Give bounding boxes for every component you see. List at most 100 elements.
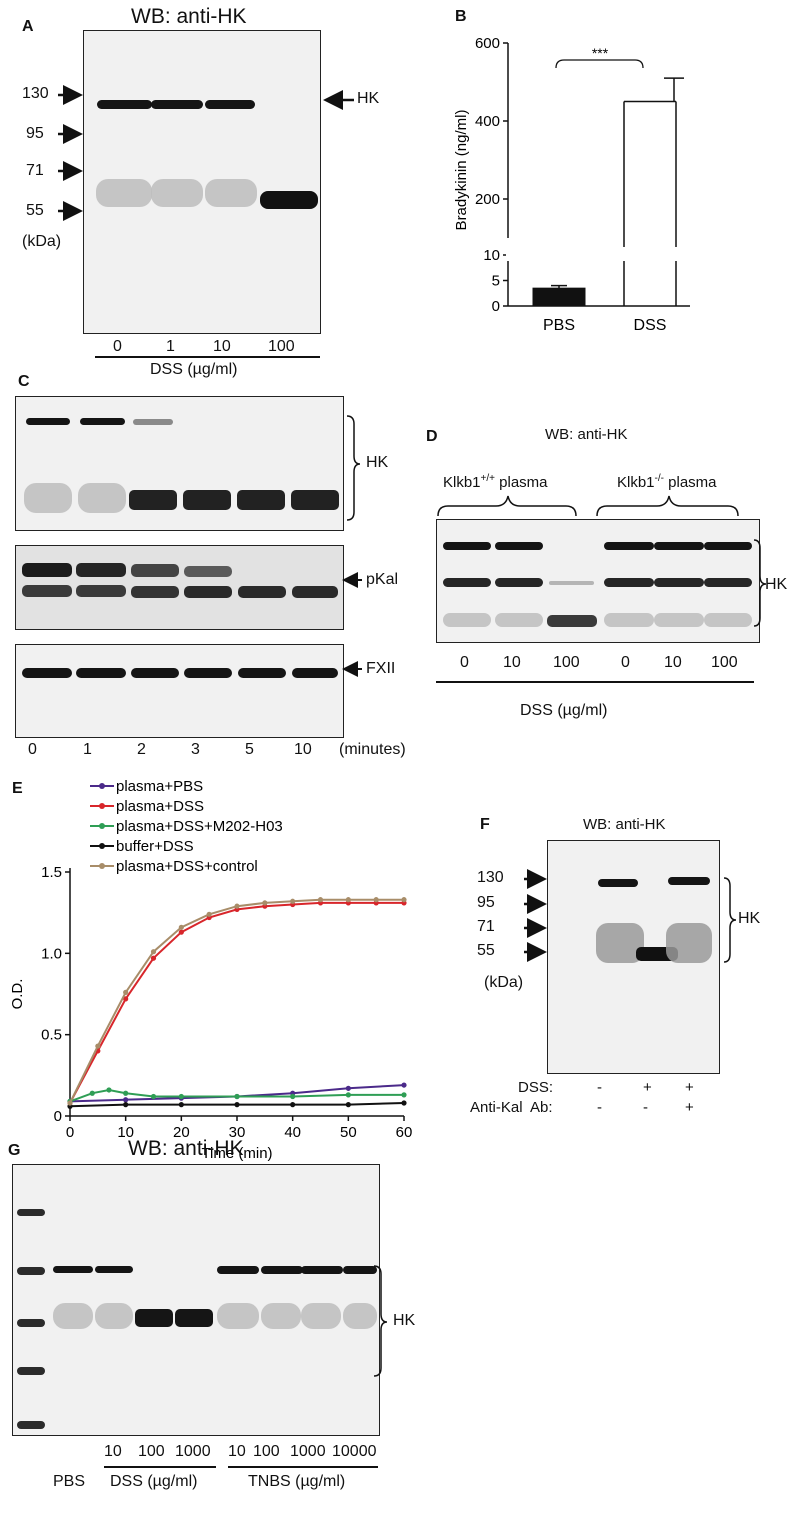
klkb1-wt-label: Klkb1+/+ plasma <box>443 473 548 491</box>
fxii-label: FXII <box>366 660 396 677</box>
low-band <box>151 179 203 207</box>
conc-label: 1000 <box>175 1443 211 1460</box>
marker-55: 55 <box>477 942 495 959</box>
x-tick-label: PBS <box>543 317 575 334</box>
x-tick-label: 60 <box>396 1124 413 1141</box>
time-label: 2 <box>137 741 146 758</box>
mid-band <box>495 578 543 587</box>
data-point-4 <box>345 897 351 903</box>
legend-marker-1 <box>99 803 105 809</box>
low-band <box>261 1303 301 1329</box>
legend-label-2: plasma+DSS+M202-H03 <box>116 818 283 835</box>
tnbs-underline <box>228 1466 378 1468</box>
axis-break-gap <box>506 247 510 261</box>
low-band <box>704 613 752 627</box>
legend-label-3: buffer+DSS <box>116 838 194 855</box>
hk-band <box>261 1266 303 1274</box>
data-point-4 <box>67 1100 73 1106</box>
fxii-band <box>292 668 338 678</box>
panel-e-chart: 0 10 20 30 40 50 60 0 0.5 1.0 1.5 Time (min) O.D. pla… <box>9 778 413 1162</box>
legend-label-1: plasma+DSS <box>116 798 204 815</box>
dss-axis-label: DSS (µg/ml) <box>520 702 608 719</box>
dss-value: + <box>643 1079 652 1096</box>
y-tick-label: 200 <box>475 191 500 208</box>
underline <box>95 356 320 358</box>
data-point-3 <box>290 1102 296 1108</box>
unit-label: (kDa) <box>484 974 524 991</box>
pkal-band <box>22 563 72 577</box>
hk-band <box>704 542 752 550</box>
x-tick-label: 20 <box>173 1124 190 1141</box>
antikal-value: - <box>597 1099 602 1116</box>
marker-95: 95 <box>26 125 44 142</box>
pkal-lower-band <box>131 586 179 598</box>
ladder-band <box>17 1209 45 1216</box>
data-point-1 <box>178 929 184 935</box>
pkal-band <box>131 564 179 577</box>
hk-band <box>443 542 491 550</box>
pbs-label: PBS <box>53 1473 86 1490</box>
klkb1-ko-label: Klkb1-/- plasma <box>617 473 717 491</box>
lane-label: 100 <box>553 654 580 671</box>
cleaved-band <box>547 615 597 627</box>
data-point-1 <box>123 996 129 1002</box>
panel-a-label: A <box>22 18 34 35</box>
lane-label: 100 <box>711 654 738 671</box>
significance-label: *** <box>592 45 609 61</box>
dss-value: + <box>685 1079 694 1096</box>
cleaved-band <box>291 490 339 510</box>
legend-marker-3 <box>99 843 105 849</box>
low-band <box>495 613 543 627</box>
antikal-value: - <box>643 1099 648 1116</box>
marker-130: 130 <box>477 869 504 886</box>
axis-break-gap <box>623 247 677 261</box>
panel-b-chart: 0 5 10 200 400 600 Bradykinin (ng/ml) PBS DSS *** <box>453 35 690 334</box>
data-point-4 <box>95 1043 101 1049</box>
y-tick-label: 1.5 <box>41 864 62 881</box>
low-band <box>343 1303 377 1329</box>
data-point-4 <box>401 897 407 903</box>
panel-d-blot <box>436 519 760 643</box>
data-point-0 <box>401 1082 407 1088</box>
data-point-2 <box>150 1093 157 1100</box>
x-tick-label: 40 <box>284 1124 301 1141</box>
time-label: 0 <box>28 741 37 758</box>
y-axis-label: Bradykinin (ng/ml) <box>453 110 470 231</box>
fxii-band <box>184 668 232 678</box>
pkal-lower-band <box>184 586 232 598</box>
lane-label: 0 <box>621 654 630 671</box>
data-point-4 <box>262 900 268 906</box>
data-point-3 <box>234 1102 240 1108</box>
marker-95: 95 <box>477 894 495 911</box>
dss-underline <box>104 1466 216 1468</box>
panel-c-pkal-blot <box>15 545 344 630</box>
hk-label: HK <box>393 1312 416 1329</box>
panel-a-blot <box>83 30 321 334</box>
data-point-0 <box>123 1097 129 1103</box>
panel-e-label: E <box>12 780 23 797</box>
mid-band <box>654 578 704 587</box>
time-label: 3 <box>191 741 200 758</box>
ladder-band <box>17 1367 45 1375</box>
conc-label: 100 <box>253 1443 280 1460</box>
data-point-3 <box>178 1102 184 1108</box>
hk-band <box>80 418 125 425</box>
panel-c-hk-blot <box>15 396 344 531</box>
lane-label: 10 <box>503 654 521 671</box>
panel-d-title: WB: anti-HK <box>545 426 628 443</box>
fxii-band <box>238 668 286 678</box>
hk-label: HK <box>366 454 389 471</box>
hk-band <box>343 1266 377 1274</box>
y-axis-label: O.D. <box>9 979 26 1010</box>
low-band <box>24 483 72 513</box>
low-band <box>443 613 491 627</box>
x-tick-label: DSS <box>634 317 667 334</box>
low-band <box>666 923 712 963</box>
data-point-3 <box>123 1102 129 1108</box>
time-label: 1 <box>83 741 92 758</box>
significance-bracket <box>555 59 644 69</box>
dss-row-label: DSS: <box>518 1079 554 1096</box>
legend-marker-2 <box>99 823 105 829</box>
hk-band <box>205 100 255 109</box>
